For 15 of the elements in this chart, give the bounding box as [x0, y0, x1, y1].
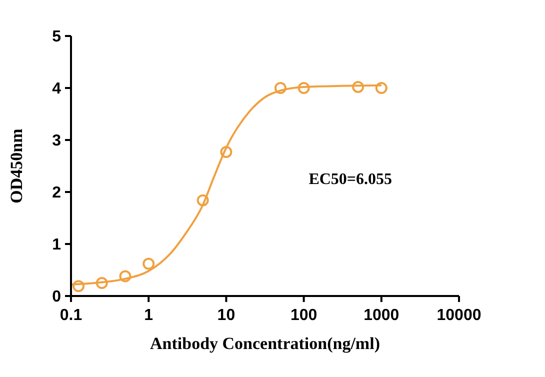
annotation: EC50=6.055: [308, 171, 392, 188]
y-tick-label: 0: [52, 288, 62, 306]
x-tick-label: 10: [217, 307, 236, 324]
x-tick-label: 1000: [364, 307, 400, 324]
x-axis-title: Antibody Concentration(ng/ml): [150, 334, 380, 353]
y-tick-label: 2: [52, 184, 62, 202]
x-tick-label: 10000: [436, 307, 482, 324]
y-tick-label: 5: [52, 28, 62, 46]
y-axis-title: OD450nm: [7, 128, 26, 204]
x-tick-label: 1: [144, 307, 154, 324]
x-tick-label: 0.1: [60, 307, 82, 324]
y-tick-label: 3: [52, 132, 62, 150]
x-tick-label: 100: [290, 307, 318, 324]
y-tick-label: 1: [52, 236, 62, 254]
y-tick-label: 4: [52, 80, 62, 98]
